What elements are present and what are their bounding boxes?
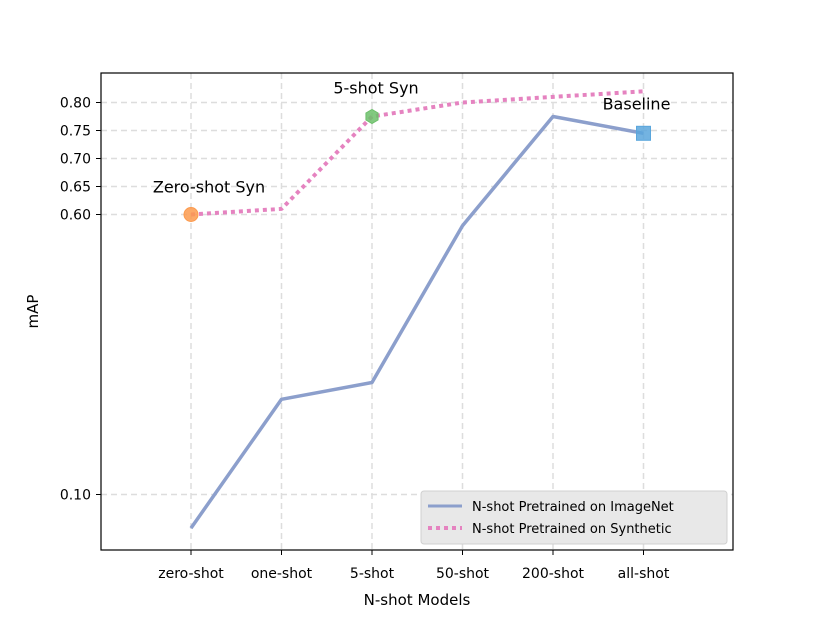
x-axis-label: N-shot Models [364,591,471,609]
y-axis-ticks: 0.10 0.60 0.65 0.70 0.75 0.80 [60,96,101,504]
markers [183,108,651,222]
y-tick-label: 0.80 [60,96,91,112]
y-tick-label: 0.70 [60,152,91,168]
series-line-synthetic [190,89,644,217]
x-tick-label: 5-shot [350,566,395,582]
y-tick-label: 0.75 [60,124,91,140]
x-tick-label: all-shot [618,566,670,582]
y-axis-label: mAP [24,295,42,329]
x-axis-ticks: zero-shot one-shot 5-shot 50-shot 200-shot al… [158,550,670,582]
marker-5-shot-syn [365,108,379,125]
x-tick-label: 200-shot [522,566,585,582]
legend-box [420,490,728,545]
marker-zero-shot-syn [183,207,199,222]
y-tick-label: 0.60 [60,208,91,224]
annotations: Zero-shot Syn 5-shot Syn Baseline [153,79,671,197]
x-tick-label: one-shot [251,566,313,582]
series-layer [189,89,644,530]
annotation-label: Zero-shot Syn [153,178,265,197]
grid [101,73,733,550]
y-tick-label: 0.10 [60,488,91,504]
x-tick-label: 50-shot [436,566,490,582]
y-tick-label: 0.65 [60,180,91,196]
annotation-label: 5-shot Syn [333,79,418,98]
legend-label-synthetic: N-shot Pretrained on Synthetic [472,522,672,537]
marker-baseline [636,125,651,141]
legend: N-shot Pretrained on ImageNet N-shot Pre… [420,490,728,545]
plot-frame [100,72,734,551]
series-line-imagenet [189,114,644,530]
annotation-label: Baseline [603,94,671,113]
x-tick-label: zero-shot [158,566,224,582]
legend-label-imagenet: N-shot Pretrained on ImageNet [472,500,674,515]
